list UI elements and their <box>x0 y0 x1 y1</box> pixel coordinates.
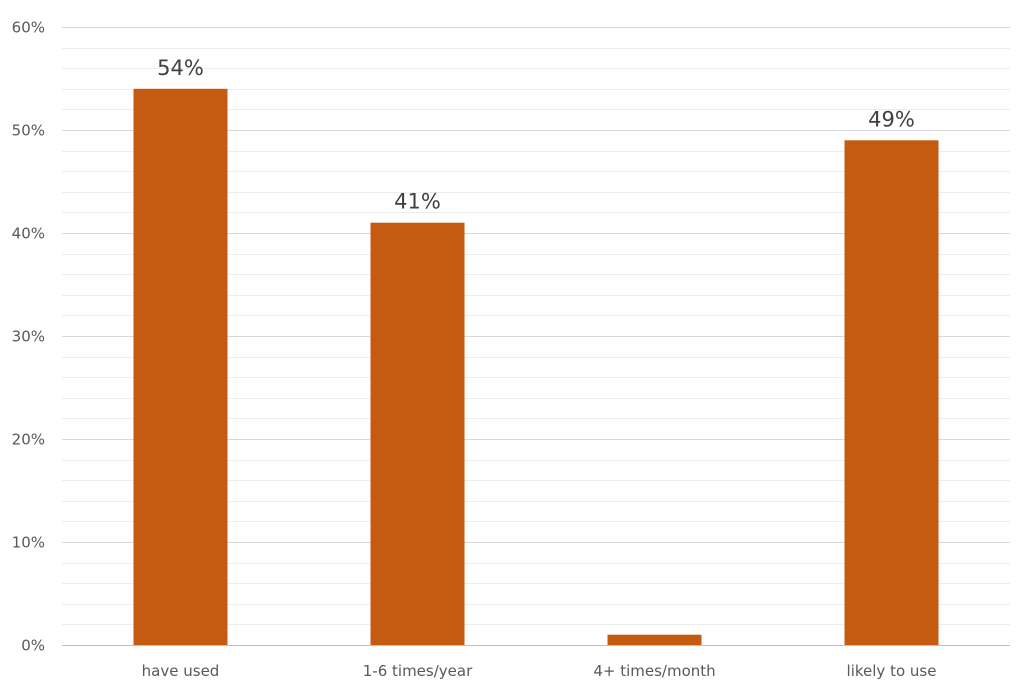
data-label: 49% <box>868 107 915 131</box>
x-category-label: 1-6 times/year <box>363 662 473 680</box>
y-tick-label: 50% <box>12 122 45 140</box>
bars <box>133 88 939 646</box>
y-tick-label: 0% <box>21 637 45 655</box>
y-axis-tick-labels: 0% 10% 20% 30% 40% 50% 60% <box>12 19 45 655</box>
y-tick-label: 30% <box>12 328 45 346</box>
y-tick-label: 20% <box>12 431 45 449</box>
bar <box>370 222 465 645</box>
x-axis-category-labels: have used 1-6 times/year 4+ times/month lik… <box>142 662 937 680</box>
bar <box>133 88 228 646</box>
data-label: 41% <box>394 190 441 214</box>
y-tick-label: 40% <box>12 225 45 243</box>
bar <box>844 140 939 646</box>
x-category-label: have used <box>142 662 220 680</box>
y-tick-label: 10% <box>12 534 45 552</box>
y-tick-label: 60% <box>12 19 45 37</box>
data-labels: 54% 41% 49% <box>157 56 915 214</box>
bar <box>607 634 702 645</box>
x-category-label: likely to use <box>847 662 937 680</box>
x-category-label: 4+ times/month <box>593 662 715 680</box>
data-label: 54% <box>157 56 204 80</box>
